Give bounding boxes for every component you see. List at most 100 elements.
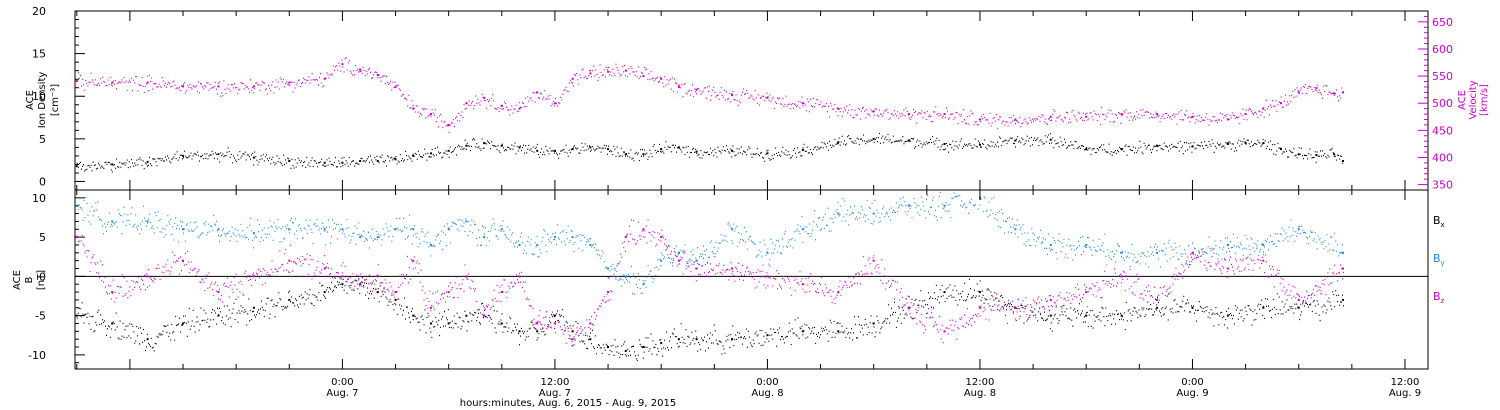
density-point xyxy=(1341,160,1344,163)
by-point-trace xyxy=(872,223,874,225)
bx-point-trace xyxy=(1049,328,1051,330)
by-point-trace xyxy=(78,204,80,206)
by-point-trace xyxy=(523,249,525,251)
velocity-point-trace xyxy=(583,77,585,79)
by-point-trace xyxy=(238,233,240,235)
bx-point-trace xyxy=(86,316,88,319)
bx-point-trace xyxy=(641,346,643,349)
by-point-trace xyxy=(1037,237,1039,239)
density-point-trace xyxy=(821,141,823,143)
velocity-point-trace xyxy=(1294,89,1296,91)
density-point-trace xyxy=(885,136,887,138)
density-point-trace xyxy=(1194,148,1196,150)
velocity-point-trace xyxy=(302,81,304,84)
bx-point-trace xyxy=(559,315,561,317)
by-point xyxy=(288,228,291,231)
bx-point-trace xyxy=(246,324,248,326)
velocity-point-trace xyxy=(1069,118,1071,120)
bx-point-trace xyxy=(268,317,270,319)
density-point xyxy=(695,150,698,153)
bx-point-trace xyxy=(429,327,431,329)
density-point-trace xyxy=(673,147,675,149)
by-point-trace xyxy=(623,274,625,276)
density-point-trace xyxy=(778,151,780,154)
density-tick-label: 10 xyxy=(32,90,46,103)
density-point-trace xyxy=(1267,141,1269,143)
velocity-point-trace xyxy=(608,66,610,69)
velocity-point-trace xyxy=(116,88,118,90)
velocity-point-trace xyxy=(428,114,430,116)
density-point-trace xyxy=(699,157,701,159)
bx-point-trace xyxy=(766,338,768,340)
density-point-trace xyxy=(1216,142,1218,144)
velocity-point-trace xyxy=(752,98,754,100)
bx-point-trace xyxy=(258,312,260,315)
density-point-trace xyxy=(260,155,262,157)
by-point-trace xyxy=(1053,240,1055,242)
density-point-trace xyxy=(656,150,658,152)
velocity-point-trace xyxy=(1213,116,1215,118)
bx-point-trace xyxy=(255,316,257,318)
density-point-trace xyxy=(221,154,223,157)
density-point-trace xyxy=(1213,151,1215,153)
velocity-point-trace xyxy=(1111,113,1113,115)
by-point-trace xyxy=(858,217,860,219)
density-point-trace xyxy=(599,147,601,149)
density-point-trace xyxy=(600,151,602,153)
by-point-trace xyxy=(890,219,892,221)
velocity-point-trace xyxy=(259,89,261,92)
by-point xyxy=(1262,243,1265,246)
by-point-trace xyxy=(589,237,591,240)
velocity-point-trace xyxy=(971,113,973,115)
velocity-point-trace xyxy=(1075,118,1077,120)
by-point-trace xyxy=(391,240,393,242)
velocity-point-trace xyxy=(93,84,95,86)
velocity-point-trace xyxy=(1173,113,1175,115)
density-point-trace xyxy=(500,145,502,147)
density-point-trace xyxy=(683,147,685,149)
velocity-point-trace xyxy=(757,94,759,96)
velocity-point-trace xyxy=(855,114,857,116)
bx-point-trace xyxy=(1282,313,1284,315)
density-point-trace xyxy=(1154,145,1156,147)
velocity-point-trace xyxy=(492,94,494,96)
by-point-trace xyxy=(907,210,909,213)
velocity-point-trace xyxy=(1198,114,1200,117)
by-point-trace xyxy=(130,213,132,215)
density-point-trace xyxy=(537,153,539,156)
by-point-trace xyxy=(845,220,847,222)
velocity-point-trace xyxy=(1322,97,1324,99)
velocity-point-trace xyxy=(345,57,347,59)
by-point-trace xyxy=(148,213,150,215)
density-point-trace xyxy=(686,151,688,153)
by-point-trace xyxy=(957,195,959,197)
bx-point-trace xyxy=(302,296,304,298)
density-point-trace xyxy=(1182,153,1184,155)
velocity-point-trace xyxy=(78,77,80,79)
by-point-trace xyxy=(136,226,138,228)
velocity-point-trace xyxy=(1124,111,1126,113)
velocity-point xyxy=(1014,118,1017,121)
bx-point-trace xyxy=(995,298,997,300)
velocity-point-trace xyxy=(1030,121,1032,123)
bx-point-trace xyxy=(962,290,964,292)
velocity-point-trace xyxy=(767,96,769,98)
density-point-trace xyxy=(1301,155,1303,157)
density-point-trace xyxy=(330,163,332,165)
velocity-point-trace xyxy=(389,82,391,84)
bx-point-trace xyxy=(1260,303,1262,306)
density-point-trace xyxy=(209,154,211,156)
bx-point-trace xyxy=(1010,304,1012,306)
density-point-trace xyxy=(782,146,784,148)
velocity-point-trace xyxy=(629,73,631,75)
velocity-point-trace xyxy=(464,108,466,110)
bx-point-trace xyxy=(613,354,615,356)
velocity-point-trace xyxy=(860,110,862,112)
density-point-trace xyxy=(163,160,165,162)
by-point-trace xyxy=(926,198,928,200)
bx-point-trace xyxy=(1323,304,1325,306)
by-point-trace xyxy=(682,250,684,252)
density-point-trace xyxy=(387,155,389,157)
density-point-trace xyxy=(1171,143,1173,145)
